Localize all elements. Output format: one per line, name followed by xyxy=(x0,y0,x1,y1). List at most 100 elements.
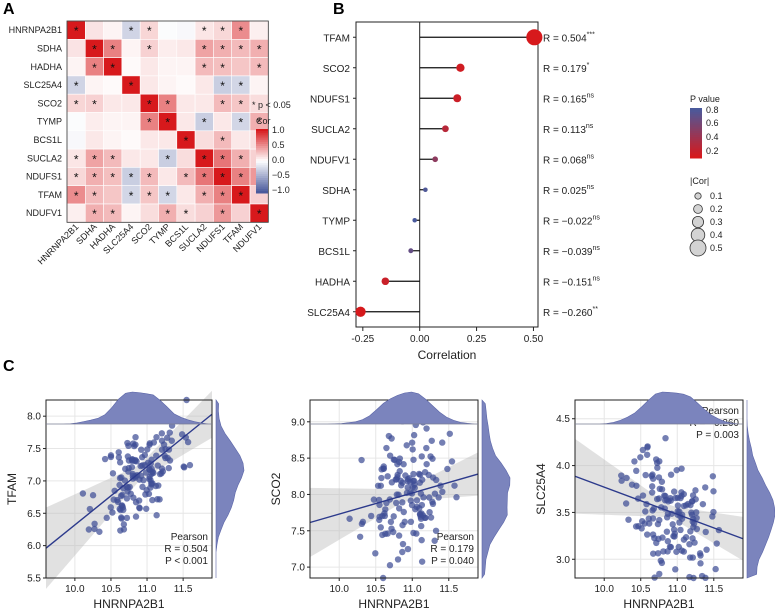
scatter-point xyxy=(163,434,171,441)
scatter-point xyxy=(147,484,154,491)
significance-star: * xyxy=(92,171,97,185)
scatter-point xyxy=(692,496,699,503)
significance-star: * xyxy=(220,134,225,148)
scatter-point xyxy=(678,465,685,472)
heatmap-cell xyxy=(121,148,141,168)
scatter-point xyxy=(426,508,433,516)
scatter-point xyxy=(118,474,125,481)
heatmap-cell xyxy=(139,130,159,150)
scatter-point xyxy=(653,459,661,467)
scatter-point xyxy=(699,500,707,508)
scatter-point xyxy=(693,509,700,516)
heatmap-legend-swatch xyxy=(256,171,268,175)
scatter-point xyxy=(410,456,417,463)
significance-star: * xyxy=(110,152,115,166)
scatter-point xyxy=(632,523,640,530)
significance-star: * xyxy=(129,189,134,203)
cor-size-legend-circle xyxy=(693,204,703,214)
heatmap-row-label: HNRNPA2B1 xyxy=(9,25,62,35)
stats-label: Pearson xyxy=(702,406,739,417)
scatter-point xyxy=(649,475,657,482)
scatter-point xyxy=(118,514,125,521)
stats-label: Pearson xyxy=(437,532,474,543)
significance-note: * p < 0.05 xyxy=(252,100,291,110)
heatmap-legend-tick: −0.5 xyxy=(272,170,290,180)
lollipop-point xyxy=(456,63,465,72)
significance-star: * xyxy=(129,24,134,38)
heatmap-legend-swatch xyxy=(256,175,268,179)
significance-mark: ns xyxy=(592,214,600,221)
category-label: BCS1L xyxy=(318,247,350,258)
significance-star: * xyxy=(165,116,170,130)
scatter-point xyxy=(413,497,421,504)
scatter-point xyxy=(444,465,451,473)
y-axis-title: SLC25A4 xyxy=(534,463,548,515)
p-value-legend-swatch xyxy=(690,122,702,126)
heatmap-cell xyxy=(121,93,141,113)
p-value-legend-swatch xyxy=(690,133,702,136)
significance-star: * xyxy=(239,97,244,111)
correlation-lollipop-chart: -0.25 0.00 0.25 0.50 Correlation TFAM R = 0.50… xyxy=(307,21,600,362)
x-tick-label: 11.0 xyxy=(403,584,422,595)
scatter-point xyxy=(439,439,446,446)
scatter-point xyxy=(390,456,398,463)
heatmap-cell xyxy=(176,93,196,113)
scatter-point xyxy=(377,524,384,531)
significance-star: * xyxy=(165,189,170,203)
cor-size-legend-item: 0.2 xyxy=(710,204,723,214)
scatter-point xyxy=(674,502,682,509)
scatter-point xyxy=(158,430,166,437)
heatmap-row-label: NDUFV1 xyxy=(26,208,62,218)
cor-size-legend-circle xyxy=(689,239,707,257)
significance-star: * xyxy=(165,207,170,221)
scatter-point xyxy=(123,495,131,502)
scatter-point xyxy=(451,482,458,489)
heatmap-col-label: HNRNPA2B1 xyxy=(36,222,81,267)
cor-size-legend-title: |Cor| xyxy=(690,176,709,186)
x-tick-label: 10.0 xyxy=(594,584,614,595)
heatmap-cell xyxy=(139,148,159,168)
scatter-point xyxy=(674,508,681,515)
heatmap-legend-swatch xyxy=(256,129,268,132)
heatmap-legend-swatch xyxy=(256,182,268,185)
significance-star: * xyxy=(147,42,152,56)
heatmap-legend-swatch xyxy=(256,173,268,177)
scatter-point xyxy=(137,446,145,453)
heatmap-cell xyxy=(66,57,86,77)
scatter-point xyxy=(622,500,630,507)
lollipop-legend: P value 0.8 0.6 0.4 0.2 |Cor| 0.1 0.2 0.… xyxy=(689,94,723,257)
scatter-point xyxy=(688,509,695,516)
significance-star: * xyxy=(147,97,152,111)
r-value-label: R = 0.025ns xyxy=(543,184,595,197)
scatter-point xyxy=(132,433,139,441)
heatmap-cell xyxy=(103,112,123,132)
significance-star: * xyxy=(92,61,97,75)
scatter-point xyxy=(142,469,150,476)
scatter-point xyxy=(673,548,680,555)
scatter-point xyxy=(109,470,117,477)
category-label: SCO2 xyxy=(323,64,351,75)
scatter-point xyxy=(390,513,397,520)
scatter-point xyxy=(667,471,675,478)
scatter-point xyxy=(395,505,403,512)
y-tick-label: 8.5 xyxy=(291,454,305,465)
heatmap-cell xyxy=(194,130,214,150)
scatter-point xyxy=(378,474,385,482)
scatter-point xyxy=(137,462,144,470)
r-value-label: R = −0.022ns xyxy=(543,214,600,227)
scatter-point xyxy=(689,535,696,542)
heatmap-legend-swatch xyxy=(256,135,268,139)
cor-size-legend-item: 0.5 xyxy=(710,243,723,253)
heatmap-row-label: SLC25A4 xyxy=(23,80,62,90)
scatter-point xyxy=(641,520,648,527)
x-tick-label: 10.0 xyxy=(329,584,349,595)
p-value-legend-swatch xyxy=(690,110,702,113)
scatter-point xyxy=(399,499,406,506)
scatter-slc25a4-vs-hnrnpa2b1: 10.0 10.5 11.0 11.5 3.0 3.5 4.0 4.5 HNRNPA2B1 SLC… xyxy=(534,391,775,611)
lollipop-point xyxy=(432,156,438,163)
scatter-point xyxy=(399,548,406,556)
scatter-point xyxy=(150,439,158,446)
scatter-point xyxy=(141,451,149,459)
p-value-legend-swatch xyxy=(690,116,702,119)
scatter-point xyxy=(115,449,122,456)
